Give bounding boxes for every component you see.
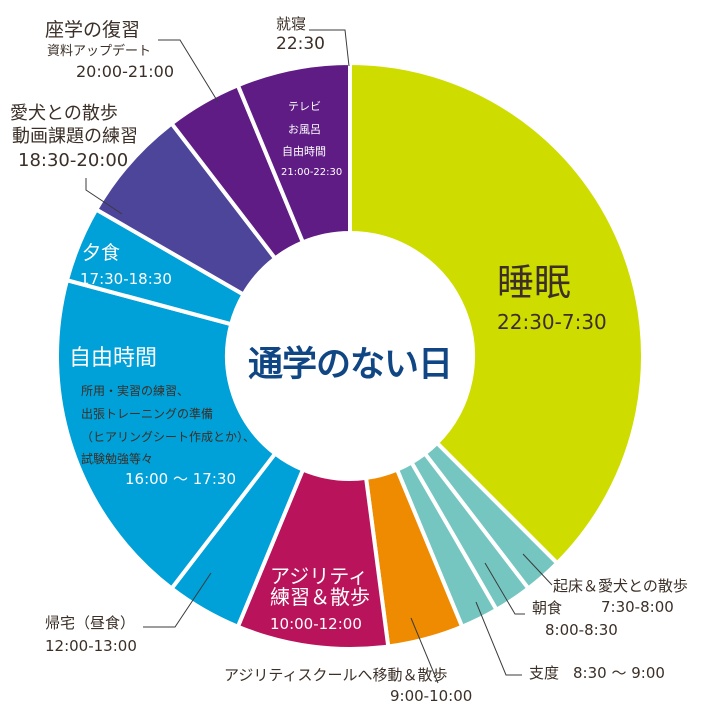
label-home-title: 帰宅（昼食） xyxy=(45,614,136,632)
leader-review xyxy=(158,39,219,103)
label-tv-line1: テレビ xyxy=(288,100,321,113)
leader-bedtime xyxy=(309,29,350,67)
label-prep-title: 支度 xyxy=(529,664,560,682)
label-breakfast-time: 8:00-8:30 xyxy=(545,621,618,639)
leader-lines xyxy=(85,29,553,684)
label-tv-line2: お風呂 xyxy=(288,123,321,136)
label-prep-time: 8:30 ～ 9:00 xyxy=(573,664,665,682)
label-walk-line1: 愛犬との散歩 xyxy=(10,103,118,124)
leader-breakfast xyxy=(484,562,525,615)
label-wake-title: 起床＆愛犬との散歩 xyxy=(553,577,688,595)
label-free-desc1: 所用・実習の練習、 xyxy=(81,384,190,398)
leader-move xyxy=(410,617,439,684)
label-bedtime-time: 22:30 xyxy=(276,34,325,54)
label-free-title: 自由時間 xyxy=(69,346,158,371)
label-sleep-time: 22:30-7:30 xyxy=(497,310,607,334)
label-free-desc2: 出張トレーニングの準備 xyxy=(81,407,214,421)
label-home-time: 12:00-13:00 xyxy=(45,637,137,655)
label-breakfast-title: 朝食 xyxy=(532,599,563,617)
leader-prep xyxy=(475,601,522,676)
label-wake-time: 7:30-8:00 xyxy=(601,598,674,616)
label-agility-line2: 練習＆散歩 xyxy=(270,585,370,609)
label-tv-line3: 自由時間 xyxy=(282,145,326,158)
label-free-desc4: 試験勉強等々 xyxy=(81,452,154,466)
leader-wake xyxy=(522,553,553,586)
label-move-time: 9:00-10:00 xyxy=(390,687,473,705)
segment-free xyxy=(55,277,278,592)
leader-home xyxy=(143,572,212,628)
label-sleep-title: 睡眠 xyxy=(497,261,571,304)
chart-center-title: 通学のない日 xyxy=(247,345,453,385)
label-agility-line1: アジリティ xyxy=(270,564,368,588)
label-dinner-time: 17:30-18:30 xyxy=(80,270,172,288)
segment-tv xyxy=(235,60,352,245)
label-move-title: アジリティスクールへ移動＆散歩 xyxy=(224,666,448,684)
label-review-sub: 資料アップデート xyxy=(47,44,152,59)
label-walk-time: 18:30-20:00 xyxy=(18,150,129,171)
label-walk-line2: 動画課題の練習 xyxy=(12,126,138,147)
label-free-desc3: （ヒアリングシート作成とか）、 xyxy=(81,430,256,444)
label-agility-time: 10:00-12:00 xyxy=(270,615,362,633)
label-tv-time: 21:00-22:30 xyxy=(281,167,343,178)
leader-walk xyxy=(85,178,123,215)
label-dinner-title: 夕食 xyxy=(82,242,121,264)
label-review-title: 座学の復習 xyxy=(45,19,141,41)
label-free-time: 16:00 ～ 17:30 xyxy=(125,470,236,488)
label-review-time: 20:00-21:00 xyxy=(76,62,174,81)
label-bedtime-title: 就寝 xyxy=(276,15,307,33)
segment-sleep xyxy=(348,60,645,567)
